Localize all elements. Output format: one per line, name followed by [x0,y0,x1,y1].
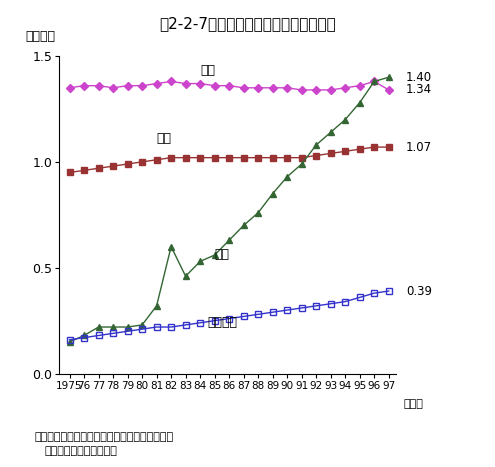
Text: 国営: 国営 [156,132,172,145]
Text: 0.39: 0.39 [406,284,432,297]
Text: 1.40: 1.40 [406,71,432,84]
Text: （参照：付属資料１１）: （参照：付属資料１１） [45,446,117,456]
Text: （年）: （年） [403,399,423,409]
Text: 民営: 民営 [215,248,230,261]
Text: （万人）: （万人） [26,30,56,43]
Text: 公営: 公営 [200,64,215,77]
Text: 特殊法人: 特殊法人 [207,316,238,329]
Text: 資料：総務庁統計局「科学技術研究調査報告」: 資料：総務庁統計局「科学技術研究調査報告」 [35,432,174,442]
Text: 1.34: 1.34 [406,84,432,96]
Text: 第2-2-7図　研究機関の研究者数の推移: 第2-2-7図 研究機関の研究者数の推移 [159,16,336,31]
Text: 1.07: 1.07 [406,141,432,154]
